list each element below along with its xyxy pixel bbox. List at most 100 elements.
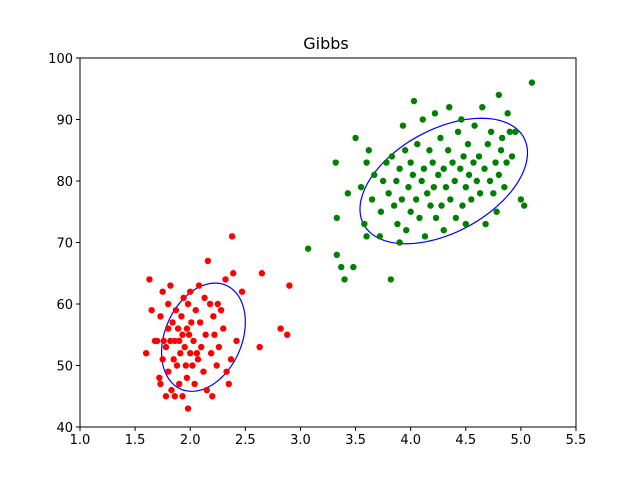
data-point-series-2 bbox=[506, 128, 514, 135]
data-point-series-2 bbox=[394, 220, 401, 228]
data-point-series-1 bbox=[183, 374, 191, 381]
data-point-series-1 bbox=[187, 288, 194, 295]
data-point-series-1 bbox=[157, 380, 164, 388]
data-point-series-2 bbox=[414, 140, 421, 148]
data-point-series-2 bbox=[344, 190, 352, 197]
data-point-series-1 bbox=[192, 306, 199, 314]
data-point-series-2 bbox=[377, 208, 385, 215]
data-point-series-2 bbox=[393, 177, 400, 185]
ellipses-layer bbox=[160, 117, 529, 392]
data-point-series-1 bbox=[194, 356, 202, 363]
data-point-series-2 bbox=[421, 233, 429, 240]
data-point-series-1 bbox=[178, 313, 185, 320]
data-point-series-2 bbox=[490, 190, 497, 197]
data-point-series-2 bbox=[476, 190, 484, 197]
data-point-series-1 bbox=[220, 325, 227, 332]
data-point-series-1 bbox=[198, 343, 205, 351]
data-point-series-2 bbox=[517, 196, 525, 203]
data-point-series-1 bbox=[195, 282, 203, 289]
data-point-series-2 bbox=[462, 183, 469, 191]
data-point-series-2 bbox=[388, 153, 396, 160]
data-point-series-1 bbox=[176, 380, 183, 388]
data-point-series-2 bbox=[440, 165, 447, 172]
data-point-series-2 bbox=[454, 128, 462, 135]
data-point-series-2 bbox=[508, 153, 516, 160]
data-point-series-2 bbox=[407, 208, 414, 215]
data-point-series-2 bbox=[399, 122, 407, 129]
data-point-series-2 bbox=[501, 183, 508, 191]
chart-title: Gibbs bbox=[303, 34, 349, 53]
covariance-ellipse-1 bbox=[160, 282, 246, 392]
data-point-series-2 bbox=[503, 159, 510, 166]
data-point-series-1 bbox=[277, 325, 284, 332]
data-point-series-1 bbox=[193, 350, 201, 357]
data-point-series-1 bbox=[142, 350, 150, 357]
data-point-series-1 bbox=[182, 362, 190, 369]
data-point-series-1 bbox=[171, 393, 178, 400]
x-tick-label: 1.0 bbox=[70, 433, 91, 448]
data-point-series-1 bbox=[176, 337, 183, 345]
x-tick-label: 3.5 bbox=[345, 433, 366, 448]
data-point-series-1 bbox=[256, 343, 263, 351]
data-point-series-1 bbox=[159, 288, 166, 295]
data-point-series-1 bbox=[209, 393, 216, 400]
data-point-series-1 bbox=[215, 343, 223, 351]
data-point-series-2 bbox=[429, 159, 436, 166]
data-point-series-1 bbox=[284, 331, 291, 338]
data-point-series-1 bbox=[211, 331, 218, 338]
data-point-series-2 bbox=[437, 134, 444, 142]
data-point-series-1 bbox=[160, 337, 167, 345]
data-point-series-2 bbox=[383, 159, 390, 166]
data-point-series-1 bbox=[210, 313, 217, 320]
data-point-series-1 bbox=[164, 325, 172, 332]
data-point-series-1 bbox=[167, 282, 174, 289]
data-point-series-2 bbox=[352, 134, 359, 142]
data-point-series-1 bbox=[170, 356, 177, 363]
data-point-series-1 bbox=[213, 362, 220, 369]
data-point-series-2 bbox=[333, 251, 341, 258]
data-point-series-1 bbox=[196, 319, 204, 326]
data-point-series-2 bbox=[479, 104, 486, 111]
data-point-series-1 bbox=[230, 270, 237, 277]
data-point-series-2 bbox=[438, 202, 445, 209]
data-point-series-1 bbox=[206, 300, 214, 308]
data-point-series-2 bbox=[451, 177, 458, 185]
data-point-series-1 bbox=[168, 386, 175, 394]
data-point-series-1 bbox=[173, 362, 181, 369]
y-tick-label: 60 bbox=[56, 298, 73, 313]
data-point-series-1 bbox=[233, 337, 240, 345]
data-point-series-2 bbox=[528, 79, 536, 86]
data-point-series-1 bbox=[174, 325, 182, 332]
y-tick-label: 80 bbox=[56, 175, 73, 190]
data-point-series-2 bbox=[473, 177, 480, 185]
data-point-series-1 bbox=[157, 313, 164, 320]
data-point-series-2 bbox=[427, 202, 434, 209]
data-point-series-2 bbox=[390, 202, 398, 209]
data-point-series-1 bbox=[286, 282, 293, 289]
data-point-series-1 bbox=[167, 337, 174, 345]
data-point-series-2 bbox=[357, 183, 365, 191]
data-point-series-2 bbox=[464, 140, 472, 148]
data-point-series-2 bbox=[442, 183, 450, 191]
data-point-series-1 bbox=[189, 362, 196, 369]
data-point-series-1 bbox=[203, 386, 210, 394]
data-point-series-1 bbox=[183, 325, 191, 332]
x-tick-label: 5.0 bbox=[511, 433, 532, 448]
data-point-series-1 bbox=[156, 374, 163, 381]
data-point-series-1 bbox=[162, 343, 170, 351]
data-point-series-1 bbox=[180, 294, 187, 302]
data-point-series-2 bbox=[452, 214, 460, 222]
points-layer bbox=[142, 79, 536, 412]
data-point-series-2 bbox=[341, 276, 348, 283]
data-point-series-2 bbox=[435, 171, 442, 179]
data-point-series-1 bbox=[187, 350, 194, 357]
data-point-series-2 bbox=[446, 104, 453, 111]
data-point-series-1 bbox=[225, 380, 232, 388]
data-point-series-1 bbox=[162, 393, 170, 400]
data-point-series-1 bbox=[222, 276, 229, 283]
data-point-series-2 bbox=[409, 171, 417, 179]
x-tick-label: 4.0 bbox=[400, 433, 421, 448]
data-point-series-1 bbox=[191, 380, 198, 388]
data-point-series-2 bbox=[401, 147, 409, 154]
data-point-series-1 bbox=[258, 270, 266, 277]
